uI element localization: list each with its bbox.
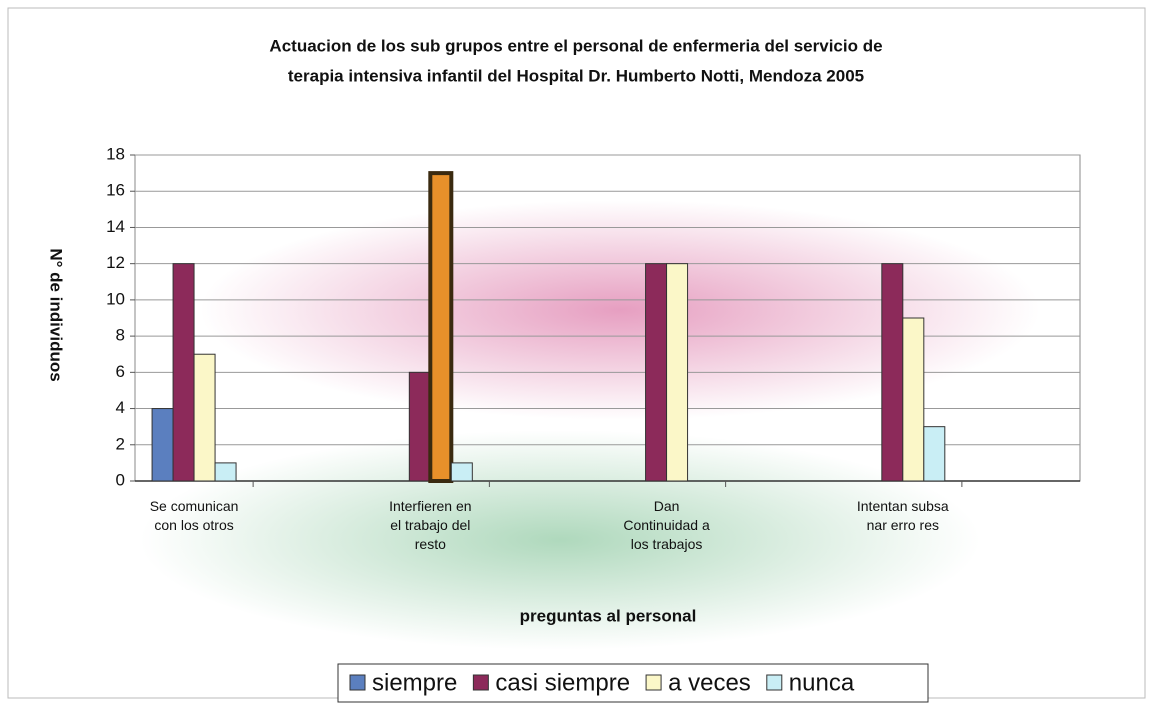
legend-label: a veces [668, 669, 751, 696]
bar [881, 263, 904, 482]
y-tick-label: 2 [116, 434, 125, 453]
y-tick-label: 10 [106, 289, 125, 308]
bar [408, 371, 431, 482]
x-tick-label: Interfieren en el trabajo del resto [389, 498, 472, 552]
x-tick-label: Intentan subsa nar erro res [857, 498, 949, 533]
legend-label: nunca [789, 669, 855, 696]
bar [450, 462, 473, 482]
chart-title: Actuacion de los sub grupos entre el per… [269, 36, 882, 55]
x-axis-title: preguntas al personal [520, 606, 697, 625]
y-tick-label: 6 [116, 362, 125, 381]
legend [337, 663, 929, 703]
y-tick-label: 4 [116, 398, 125, 417]
bar [666, 263, 689, 482]
y-tick-label: 14 [106, 217, 125, 236]
chart-title: terapia intensiva infantil del Hospital … [288, 66, 864, 85]
legend-swatch [766, 674, 783, 691]
bar [193, 353, 216, 482]
bg-glow [140, 430, 980, 650]
y-tick-label: 12 [106, 253, 125, 272]
legend-label: casi siempre [495, 669, 630, 696]
x-tick-label: Se comunican con los otros [150, 498, 239, 533]
legend-swatch [349, 674, 366, 691]
bar [172, 263, 195, 482]
y-axis-title: N° de individuos [47, 248, 66, 381]
y-tick-label: 18 [106, 144, 125, 163]
legend-label: siempre [372, 669, 457, 696]
bar [428, 171, 454, 483]
bar [902, 317, 925, 482]
legend-swatch [645, 674, 662, 691]
y-tick-label: 16 [106, 181, 125, 200]
bar [923, 426, 946, 482]
legend-swatch [472, 674, 489, 691]
bar [151, 408, 174, 482]
bar [645, 263, 668, 482]
x-tick-label: Dan Continuidad a los trabajos [623, 498, 710, 552]
y-tick-label: 0 [116, 470, 125, 489]
y-tick-label: 8 [116, 326, 125, 345]
bg-glow [200, 200, 1040, 420]
bar [214, 462, 237, 482]
